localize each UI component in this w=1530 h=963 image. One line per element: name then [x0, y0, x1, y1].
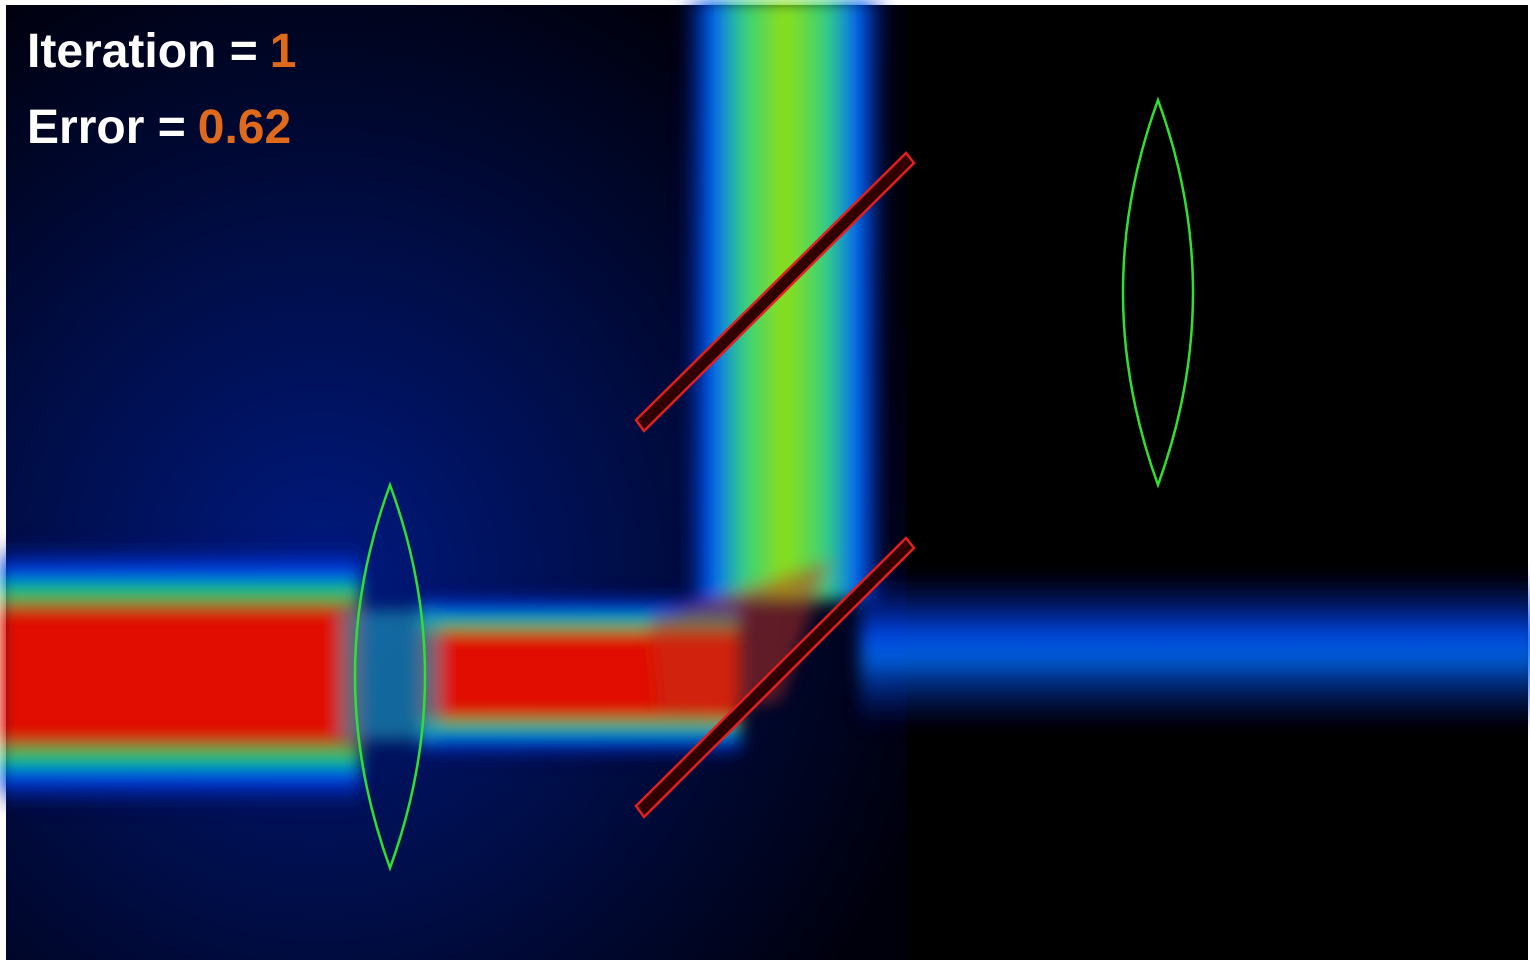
simulation-view: Iteration =1 Error =0.62	[0, 0, 1530, 963]
transmitted-beam	[860, 570, 1530, 730]
page: Iteration =1 Error =0.62 (() => { const …	[0, 0, 1530, 963]
error-label: Error =	[27, 101, 186, 154]
iteration-label: Iteration =	[27, 25, 258, 78]
overlay-text: Iteration =1	[27, 25, 296, 78]
iteration-value: 1	[270, 25, 297, 78]
input-beam	[0, 540, 360, 810]
error-value: 0.62	[198, 101, 291, 154]
reflected-beam	[680, 0, 890, 600]
overlay-text: Error =0.62	[27, 101, 291, 154]
